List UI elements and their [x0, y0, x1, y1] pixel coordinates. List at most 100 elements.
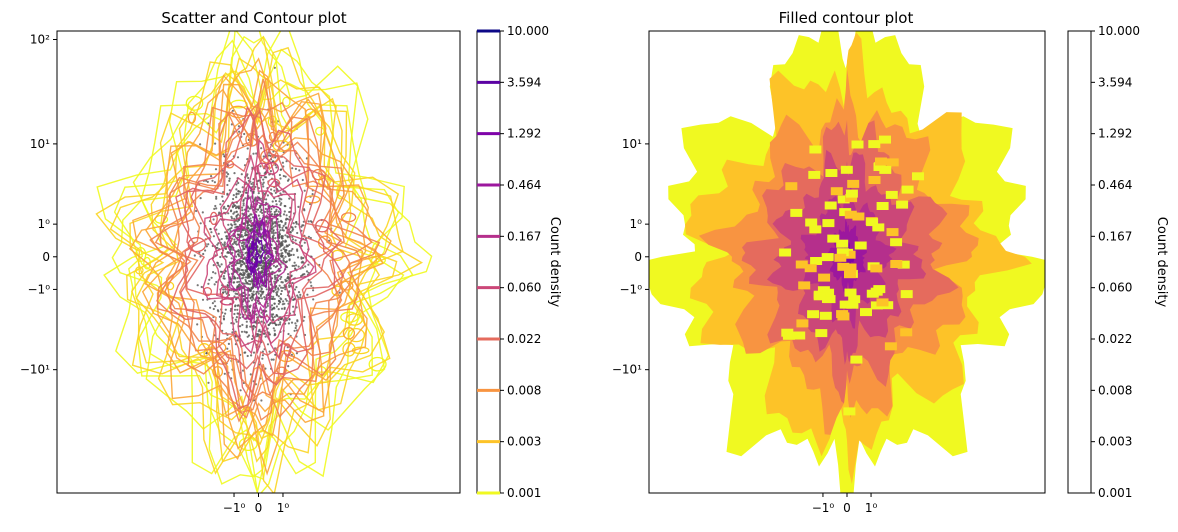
- x-tick-label: −1⁰: [223, 501, 246, 515]
- filled-contour-patch: [805, 218, 818, 227]
- scatter-point: [303, 315, 306, 319]
- scatter-point: [237, 250, 240, 253]
- scatter-point: [241, 263, 244, 266]
- scatter-point: [278, 223, 281, 227]
- scatter-point: [217, 264, 220, 267]
- scatter-point: [290, 253, 293, 257]
- colorbar-tick-label: 3.594: [507, 75, 541, 89]
- scatter-point: [250, 182, 253, 185]
- scatter-point: [278, 323, 282, 326]
- scatter-point: [284, 261, 288, 264]
- scatter-point: [254, 196, 257, 199]
- scatter-point: [272, 232, 275, 235]
- scatter-point: [195, 209, 198, 213]
- scatter-point: [237, 233, 240, 236]
- scatter-point: [277, 295, 280, 298]
- scatter-point: [235, 205, 238, 208]
- contour-line: [234, 227, 250, 242]
- scatter-point: [233, 211, 236, 214]
- scatter-point: [287, 252, 290, 255]
- scatter-point: [273, 274, 277, 277]
- scatter-point: [303, 189, 306, 192]
- scatter-point: [295, 221, 298, 224]
- scatter-point: [287, 276, 290, 280]
- scatter-point: [242, 257, 245, 260]
- scatter-point: [234, 223, 237, 226]
- scatter-point: [235, 188, 238, 191]
- scatter-point: [303, 241, 306, 244]
- scatter-point: [309, 281, 312, 284]
- colorbar-tick-label: 10.000: [1098, 24, 1140, 38]
- scatter-point: [292, 228, 295, 231]
- scatter-point: [226, 183, 229, 187]
- scatter-point: [278, 226, 281, 229]
- scatter-point: [200, 285, 203, 289]
- scatter-point: [294, 167, 297, 170]
- scatter-point: [300, 261, 303, 264]
- scatter-point: [287, 365, 290, 368]
- filled-contour-patch: [875, 157, 887, 166]
- filled-contour-patch: [837, 195, 850, 204]
- scatter-point: [248, 294, 251, 297]
- filled-contour-patch: [844, 270, 856, 279]
- scatter-point: [215, 197, 218, 200]
- filled-contour-patch: [847, 179, 860, 188]
- contour-line: [250, 236, 266, 267]
- colorbar-tick-label: 0.001: [507, 486, 541, 500]
- scatter-point: [312, 289, 315, 292]
- scatter-point: [275, 294, 278, 297]
- scatter-point: [283, 307, 286, 311]
- scatter-point: [239, 190, 242, 193]
- scatter-point: [237, 192, 240, 195]
- scatter-point: [251, 216, 254, 219]
- scatter-point: [271, 270, 274, 273]
- scatter-point: [228, 265, 231, 269]
- scatter-point: [233, 172, 236, 175]
- contour-line: [315, 126, 325, 136]
- scatter-point: [269, 170, 272, 173]
- scatter-point: [223, 243, 226, 246]
- scatter-point: [227, 173, 230, 176]
- scatter-point: [267, 254, 270, 257]
- scatter-point: [232, 197, 235, 201]
- scatter-point: [216, 337, 219, 341]
- scatter-point: [228, 177, 231, 180]
- scatter-point: [298, 169, 301, 172]
- scatter-point: [264, 207, 267, 210]
- scatter-point: [260, 147, 263, 150]
- scatter-point: [250, 213, 253, 216]
- scatter-point: [219, 203, 222, 206]
- scatter-point: [260, 176, 263, 179]
- scatter-point: [263, 296, 266, 299]
- scatter-point: [247, 176, 250, 180]
- scatter-point: [237, 207, 240, 210]
- scatter-point: [250, 299, 254, 302]
- scatter-point: [249, 297, 252, 300]
- scatter-point: [244, 252, 247, 255]
- scatter-point: [232, 290, 235, 293]
- contour-line: [266, 205, 282, 218]
- scatter-point: [256, 333, 259, 336]
- scatter-point: [271, 297, 274, 300]
- scatter-point: [241, 206, 244, 209]
- scatter-point: [262, 178, 265, 181]
- scatter-point: [215, 280, 218, 284]
- contour-line: [220, 298, 235, 306]
- scatter-point: [279, 192, 282, 195]
- scatter-point: [280, 281, 283, 284]
- scatter-point: [275, 305, 278, 308]
- scatter-point: [227, 228, 230, 231]
- scatter-point: [241, 186, 244, 189]
- contour-line: [238, 437, 258, 452]
- y-tick-label: 0: [42, 250, 50, 264]
- scatter-point: [262, 290, 265, 293]
- scatter-point: [294, 239, 297, 242]
- scatter-point: [224, 312, 227, 315]
- scatter-point: [236, 308, 239, 311]
- scatter-point: [280, 289, 283, 293]
- filled-contour-patch: [810, 257, 823, 265]
- scatter-point: [201, 298, 205, 301]
- scatter-point: [305, 270, 309, 273]
- scatter-point: [259, 243, 262, 246]
- scatter-point: [300, 257, 303, 260]
